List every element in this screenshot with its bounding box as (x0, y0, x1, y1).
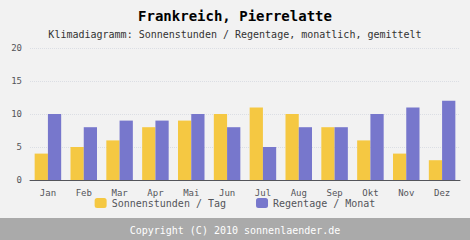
svg-text:Nov: Nov (398, 188, 414, 198)
svg-text:Frankreich, Pierrelatte: Frankreich, Pierrelatte (138, 8, 332, 24)
svg-text:5: 5 (17, 142, 22, 152)
svg-text:10: 10 (11, 109, 22, 119)
svg-text:0: 0 (17, 175, 22, 185)
svg-text:Klimadiagramm: Sonnenstunden /: Klimadiagramm: Sonnenstunden / Regentage… (48, 29, 421, 40)
svg-text:Sep: Sep (326, 188, 342, 198)
svg-text:Jul: Jul (255, 188, 271, 198)
svg-text:Mar: Mar (111, 188, 128, 198)
svg-text:Regentage / Monat: Regentage / Monat (273, 198, 375, 209)
svg-text:Mai: Mai (183, 188, 199, 198)
svg-text:Jun: Jun (219, 188, 235, 198)
svg-text:Sonnenstunden / Tag: Sonnenstunden / Tag (112, 198, 226, 209)
svg-text:Copyright (C) 2010 sonnenlaend: Copyright (C) 2010 sonnenlaender.de (130, 225, 341, 236)
svg-text:Aug: Aug (291, 188, 307, 198)
svg-text:20: 20 (11, 43, 22, 53)
svg-text:Jan: Jan (40, 188, 56, 198)
svg-text:15: 15 (11, 76, 22, 86)
svg-text:Apr: Apr (147, 188, 164, 198)
svg-text:Feb: Feb (76, 188, 92, 198)
svg-text:Dez: Dez (434, 188, 450, 198)
svg-text:Okt: Okt (362, 188, 378, 198)
